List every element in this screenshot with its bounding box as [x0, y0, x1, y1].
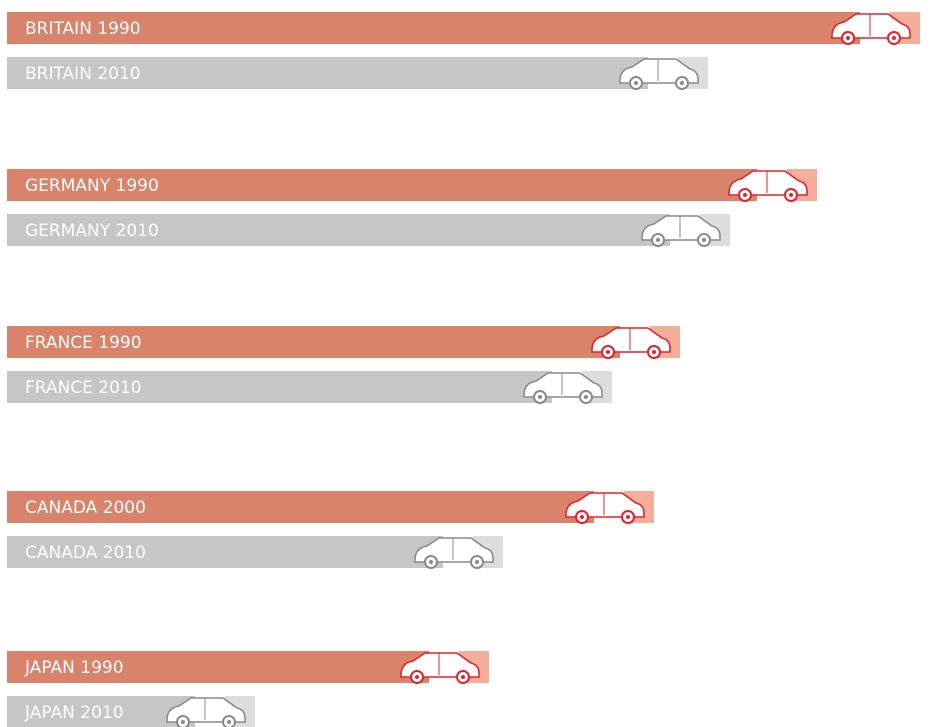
bar	[7, 536, 443, 568]
hub	[606, 350, 610, 354]
bar	[7, 214, 670, 246]
car-icon	[166, 696, 255, 727]
hub	[584, 395, 588, 399]
hub	[415, 675, 419, 679]
bar-label: JAPAN 2010	[24, 703, 124, 723]
bar	[7, 12, 860, 44]
bar	[7, 57, 648, 89]
hub	[429, 560, 433, 564]
car-icon	[728, 169, 817, 202]
hub	[656, 238, 660, 242]
hub	[461, 675, 465, 679]
bar-label: GERMANY 2010	[25, 221, 159, 241]
bar-label: BRITAIN 2010	[25, 64, 141, 84]
hub	[538, 395, 542, 399]
bar	[7, 326, 620, 358]
hub	[680, 81, 684, 85]
hub	[580, 515, 584, 519]
car-icon	[565, 491, 654, 524]
hub	[634, 81, 638, 85]
hub	[626, 515, 630, 519]
bar-label: CANADA 2000	[25, 498, 146, 518]
hub	[892, 36, 896, 40]
hub	[743, 193, 747, 197]
bar-label: CANADA 2010	[25, 543, 146, 563]
bar-label: FRANCE 2010	[25, 378, 142, 398]
car-icon	[400, 651, 489, 684]
bar	[7, 651, 429, 683]
hub	[652, 350, 656, 354]
hub	[181, 720, 185, 724]
car-icon	[619, 57, 708, 90]
hub	[846, 36, 850, 40]
bar	[7, 696, 195, 727]
bar	[7, 371, 552, 403]
bar	[7, 491, 594, 523]
bar-label: BRITAIN 1990	[25, 19, 141, 39]
hub	[789, 193, 793, 197]
bar-label: GERMANY 1990	[25, 176, 159, 196]
car-icon	[831, 12, 920, 45]
bar-label: JAPAN 1990	[24, 658, 124, 678]
bar	[7, 169, 757, 201]
car-icon	[591, 326, 680, 359]
car-icon	[641, 214, 730, 247]
hub	[475, 560, 479, 564]
bar-label: FRANCE 1990	[25, 333, 142, 353]
hub	[702, 238, 706, 242]
car-icon	[414, 536, 503, 569]
hub	[227, 720, 231, 724]
car-icon	[523, 371, 612, 404]
